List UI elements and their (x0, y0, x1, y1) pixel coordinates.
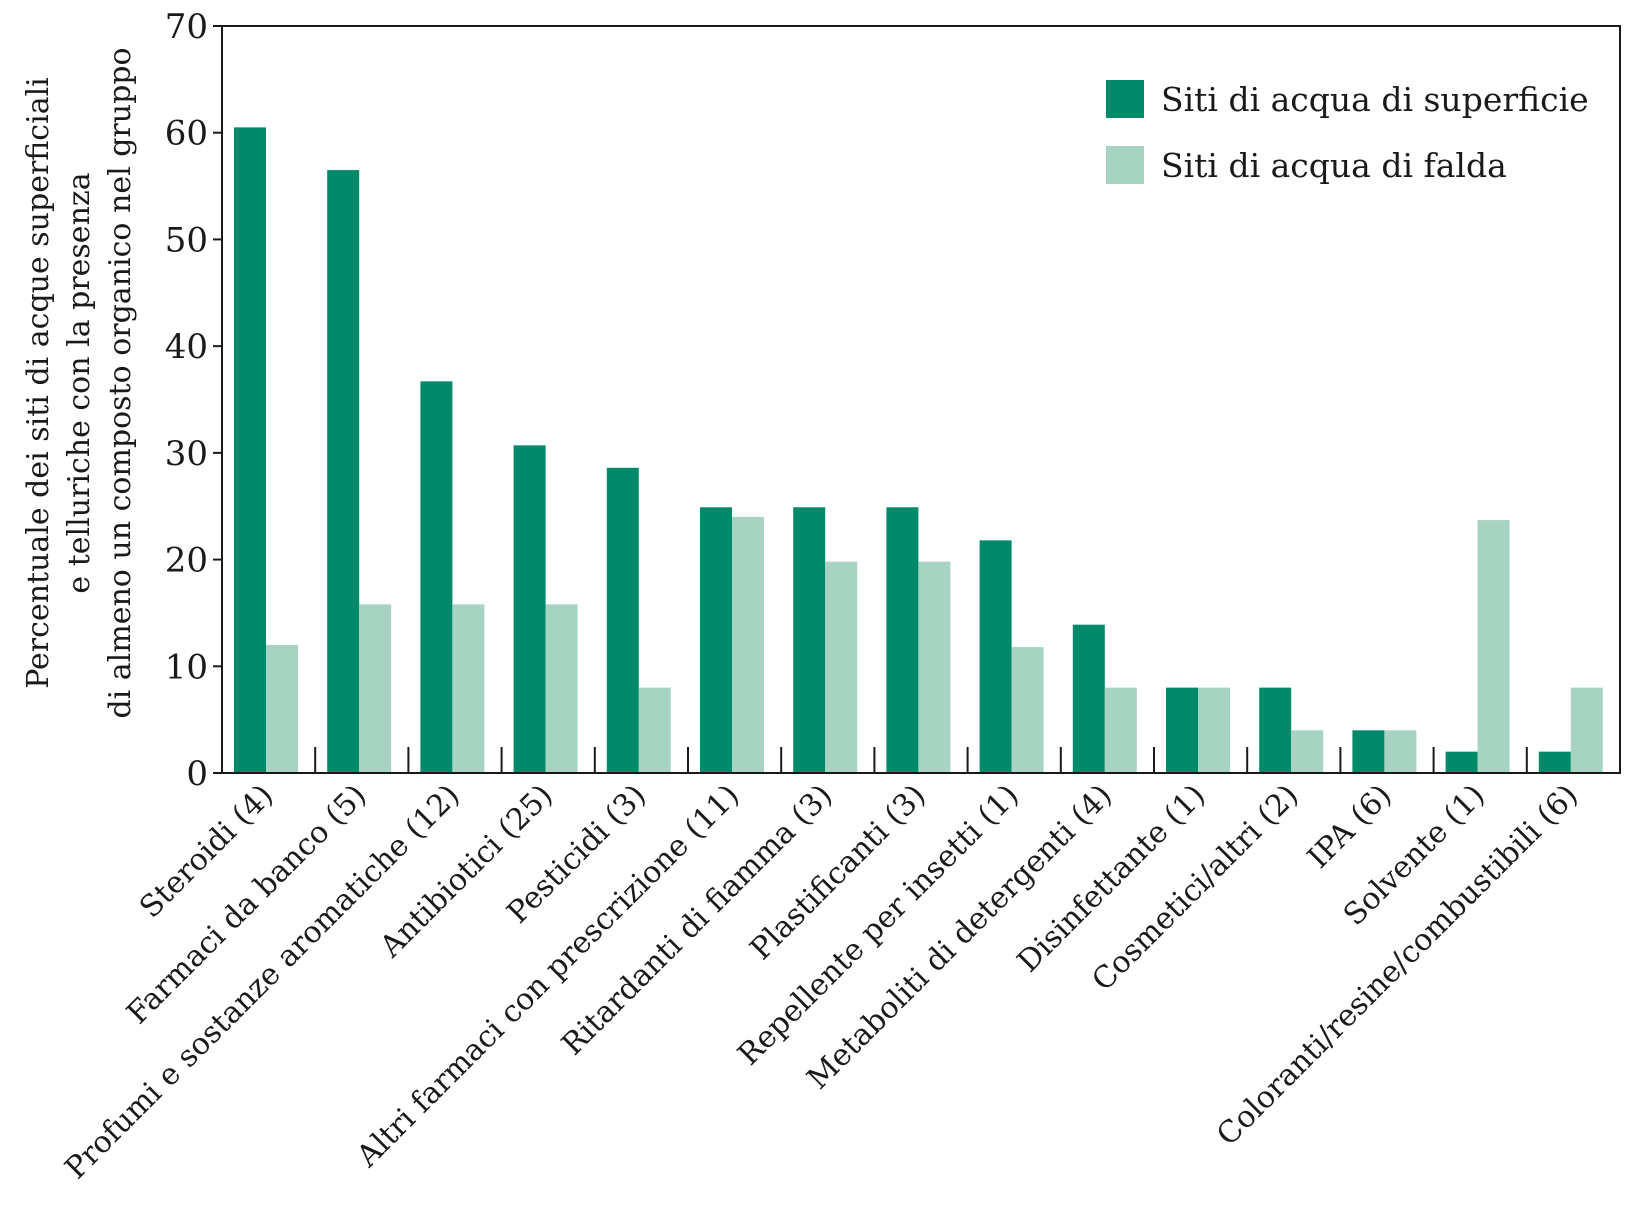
bar-series-2-category-2 (359, 604, 392, 773)
bar-series-2-category-6 (732, 516, 764, 773)
legend-swatch-1 (1106, 80, 1144, 118)
x-axis-category-labels: Steroidi (4)Farmaci da banco (5)Profumi … (58, 778, 1585, 1186)
bar-series-1-category-2 (327, 170, 360, 774)
bar-series-2-category-9 (1011, 647, 1044, 773)
bar-series-1-category-3 (420, 381, 453, 773)
bar-series-1-category-6 (700, 507, 732, 773)
y-tick-label-60: 60 (165, 114, 208, 154)
y-tick-label-10: 10 (165, 647, 208, 687)
bar-series-2-category-4 (545, 604, 578, 773)
x-category-label-4: Antibiotici (25) (373, 778, 560, 965)
bar-series-1-category-15 (1538, 751, 1571, 773)
plot-border (221, 25, 1621, 774)
y-tick-label-30: 30 (165, 434, 208, 474)
bar-series-2-category-1 (266, 644, 298, 773)
bar-series-2-category-3 (452, 604, 485, 773)
bar-series-1-category-7 (793, 507, 826, 773)
legend-label-2: Siti di acqua di falda (1161, 146, 1507, 185)
y-axis-title-line-3: di almeno un composto organico nel grupp… (103, 47, 138, 718)
bar-series-2-category-7 (825, 561, 858, 773)
bar-series-2-category-15 (1570, 687, 1603, 773)
legend-label-1: Siti di acqua di superficie (1161, 80, 1589, 119)
bar-series-1-category-9 (979, 540, 1012, 773)
x-category-label-8: Plastificanti (3) (744, 778, 933, 967)
y-axis-title: Percentuale dei siti di acque superficia… (21, 47, 138, 718)
bar-series-2-category-5 (638, 687, 671, 773)
y-tick-label-70: 70 (165, 7, 208, 47)
legend-swatch-2 (1106, 146, 1144, 184)
y-axis-title-line-1: Percentuale dei siti di acque superficia… (21, 77, 56, 689)
bar-series-1-category-13 (1352, 730, 1385, 773)
bar-series-2-category-10 (1104, 687, 1137, 773)
bar-series-2-category-13 (1384, 730, 1417, 773)
bar-series-1-category-11 (1166, 687, 1198, 773)
bar-series-1-category-4 (513, 445, 546, 773)
x-axis-ticks (314, 747, 1528, 773)
bar-series-1-category-1 (234, 127, 266, 774)
y-axis-ticks: 0 10 20 30 40 50 60 70 (165, 7, 222, 794)
bar-series-2-category-11 (1198, 687, 1230, 773)
bar-series-2-category-12 (1291, 730, 1324, 773)
y-axis-title-line-2: e telluriche con la presenza (62, 172, 97, 593)
bar-series-1-category-12 (1259, 687, 1292, 773)
y-tick-label-50: 50 (165, 220, 208, 260)
bar-series-2-category-8 (918, 561, 951, 773)
bar-series-1-category-14 (1445, 751, 1478, 773)
y-tick-label-20: 20 (165, 541, 208, 581)
y-tick-label-40: 40 (165, 327, 208, 367)
y-tick-label-0: 0 (186, 754, 208, 794)
bar-series-1-category-10 (1072, 624, 1105, 773)
bar-series-1-category-5 (606, 467, 639, 773)
bar-series-1-category-8 (886, 507, 919, 773)
plot-frame (221, 25, 1621, 774)
legend: Siti di acqua di superficie Siti di acqua… (1106, 80, 1589, 185)
bar-series-2-category-14 (1477, 520, 1510, 773)
bars (234, 127, 1603, 774)
